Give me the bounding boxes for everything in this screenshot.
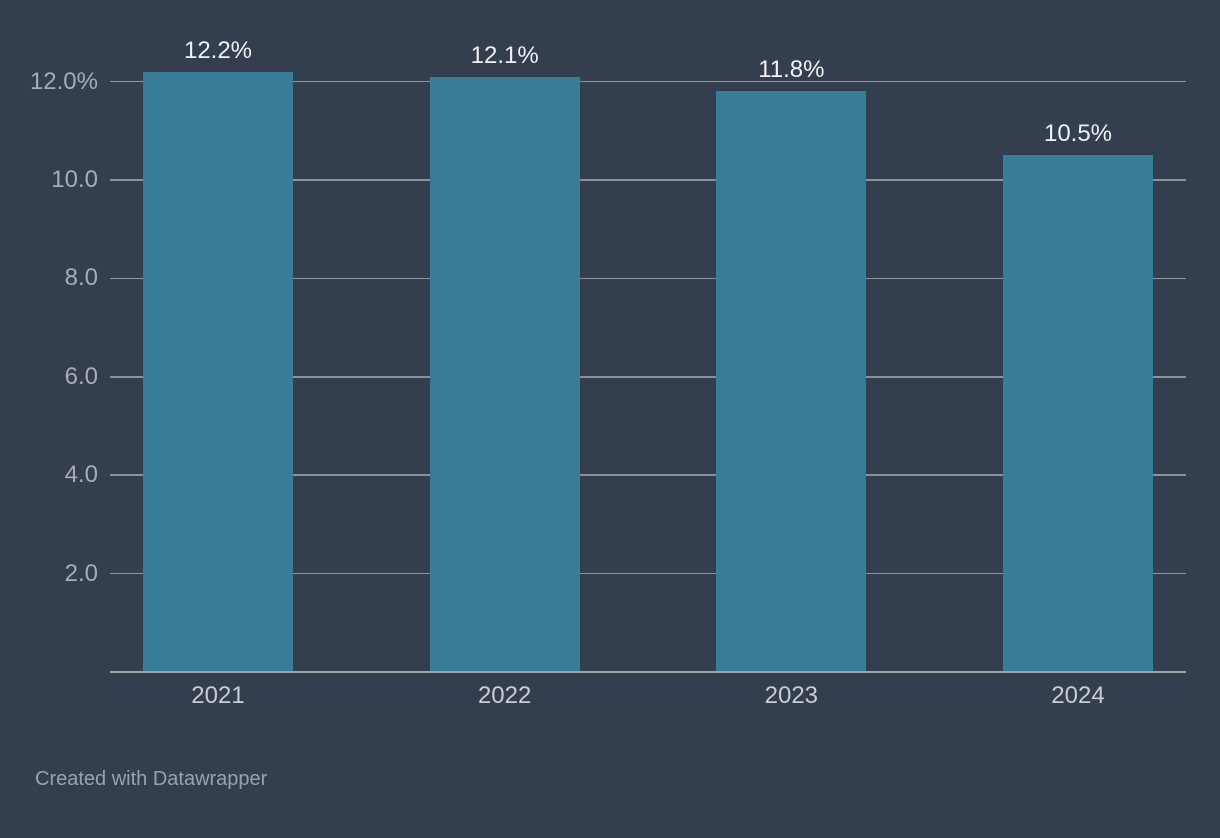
- x-axis-label: 2022: [477, 682, 532, 709]
- bar-2023: [716, 91, 867, 672]
- bar-2022: [429, 76, 580, 672]
- gridline: [110, 277, 1186, 280]
- y-axis-tick-label: 4.0: [64, 461, 98, 489]
- x-axis-label: 2023: [764, 682, 819, 709]
- gridline: [110, 80, 1186, 83]
- datawrapper-attribution: Created with Datawrapper: [35, 768, 268, 790]
- y-axis-tick-label: 10.0: [51, 166, 98, 193]
- y-axis-tick-label: 6.0: [64, 362, 98, 390]
- x-axis-line: [110, 671, 1186, 673]
- gridline: [110, 179, 1186, 181]
- bar-value-label: 11.8%: [758, 56, 825, 84]
- bar-2024: [1003, 155, 1153, 672]
- y-axis-tick-label: 2.0: [64, 559, 98, 587]
- y-axis-tick-label: 8.0: [64, 264, 98, 292]
- bar-value-label: 10.5%: [1043, 120, 1113, 148]
- gridline: [110, 474, 1186, 476]
- x-axis-label: 2024: [1051, 682, 1105, 709]
- y-axis-tick-label: 12.0%: [29, 67, 98, 95]
- bar-value-label: 12.1%: [470, 41, 539, 69]
- gridline: [110, 572, 1186, 575]
- gridline: [110, 376, 1186, 378]
- bar-value-label: 12.2%: [183, 36, 253, 64]
- bar-2021: [143, 71, 293, 672]
- x-axis-label: 2021: [191, 682, 245, 709]
